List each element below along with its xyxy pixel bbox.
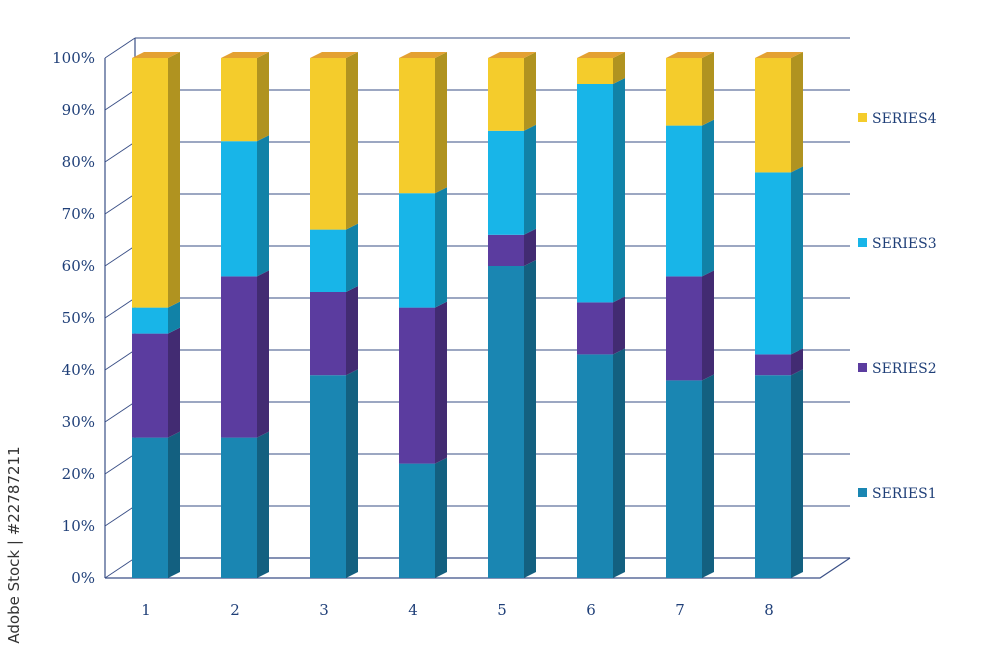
axes bbox=[104, 38, 851, 579]
gridlines bbox=[104, 37, 850, 579]
bar-segment-series3-6 bbox=[577, 78, 625, 303]
bar-segment-series4-4 bbox=[399, 52, 447, 194]
bar-segment-series2-1 bbox=[132, 327, 180, 438]
legend-label: SERIES3 bbox=[872, 236, 937, 252]
bar-segment-series3-1 bbox=[132, 301, 180, 334]
bar-segment-series4-8 bbox=[755, 52, 803, 173]
bar-segment-series4-7 bbox=[666, 52, 714, 126]
bar-segment-series2-4 bbox=[399, 301, 447, 464]
bar-segment-series3-7 bbox=[666, 119, 714, 277]
bar-segment-series1-2 bbox=[221, 431, 269, 578]
legend-swatch bbox=[858, 363, 867, 372]
bar-segment-series2-2 bbox=[221, 270, 269, 438]
x-tick-label: 5 bbox=[497, 601, 507, 619]
y-tick-label: 0% bbox=[71, 569, 95, 587]
x-tick-label: 1 bbox=[141, 601, 151, 619]
gridline-stub bbox=[104, 297, 136, 319]
x-axis-floor bbox=[105, 557, 851, 579]
y-tick-label: 30% bbox=[62, 413, 95, 431]
watermark: Adobe Stock | #22787211 bbox=[2, 430, 26, 660]
bar-segment-series1-8 bbox=[755, 369, 803, 578]
bar-segment-series1-4 bbox=[399, 457, 447, 578]
gridline-stub bbox=[104, 89, 136, 111]
y-tick-label: 20% bbox=[62, 465, 95, 483]
bar-segment-series3-3 bbox=[310, 223, 358, 292]
x-tick-label: 4 bbox=[408, 601, 418, 619]
bar-segment-series1-7 bbox=[666, 374, 714, 578]
legend-swatch bbox=[858, 238, 867, 247]
bar-segment-series4-5 bbox=[488, 52, 536, 131]
bar-segment-series2-5 bbox=[488, 228, 536, 266]
legend-label: SERIES1 bbox=[872, 486, 937, 502]
bar-segment-series1-1 bbox=[132, 431, 180, 578]
bar-segment-series2-6 bbox=[577, 296, 625, 355]
legend-label: SERIES4 bbox=[872, 111, 937, 127]
bar-segment-series4-2 bbox=[221, 52, 269, 142]
legend-item-series1: SERIES1 bbox=[858, 486, 937, 502]
bar-segment-series4-3 bbox=[310, 52, 358, 230]
gridline-stub bbox=[104, 37, 136, 59]
y-tick-label: 80% bbox=[62, 153, 95, 171]
bar-segment-series3-2 bbox=[221, 135, 269, 277]
bar-segment-series1-5 bbox=[488, 260, 536, 578]
y-tick-label: 100% bbox=[52, 49, 95, 67]
bar-segment-series4-6 bbox=[577, 52, 625, 84]
legend: SERIES4 SERIES3 SERIES2 SERIES1 bbox=[858, 111, 937, 502]
bar-segment-series3-8 bbox=[755, 166, 803, 355]
legend-label: SERIES2 bbox=[872, 361, 937, 377]
bar-segment-series3-5 bbox=[488, 124, 536, 235]
gridline-stub bbox=[104, 401, 136, 423]
y-tick-label: 50% bbox=[62, 309, 95, 327]
gridline-stub bbox=[104, 245, 136, 267]
legend-swatch bbox=[858, 113, 867, 122]
bars bbox=[132, 52, 803, 578]
bar-segment-series3-4 bbox=[399, 187, 447, 308]
gridline-stub bbox=[104, 193, 136, 215]
gridline-stub bbox=[104, 141, 136, 163]
y-tick-label: 60% bbox=[62, 257, 95, 275]
y-tick-label: 90% bbox=[62, 101, 95, 119]
x-axis-tick-labels: 1 2 3 4 5 6 7 8 bbox=[141, 601, 774, 619]
y-tick-label: 40% bbox=[62, 361, 95, 379]
gridline-stub bbox=[104, 349, 136, 371]
bar-segment-series4-1 bbox=[132, 52, 180, 308]
legend-item-series3: SERIES3 bbox=[858, 236, 937, 252]
x-tick-label: 7 bbox=[675, 601, 685, 619]
bar-segment-series2-8 bbox=[755, 348, 803, 376]
gridline-stub bbox=[104, 505, 136, 527]
watermark-text: Adobe Stock | #22787211 bbox=[5, 446, 23, 644]
legend-swatch bbox=[858, 488, 867, 497]
legend-item-series2: SERIES2 bbox=[858, 361, 937, 377]
y-tick-label: 10% bbox=[62, 517, 95, 535]
x-tick-label: 6 bbox=[586, 601, 596, 619]
x-tick-label: 3 bbox=[319, 601, 329, 619]
y-tick-label: 70% bbox=[62, 205, 95, 223]
legend-item-series4: SERIES4 bbox=[858, 111, 937, 127]
x-tick-label: 8 bbox=[764, 601, 774, 619]
bar-segment-series1-3 bbox=[310, 369, 358, 578]
x-tick-label: 2 bbox=[230, 601, 240, 619]
gridline-stub bbox=[104, 557, 136, 579]
bar-segment-series2-3 bbox=[310, 286, 358, 376]
y-axis-tick-labels: 0% 10% 20% 30% 40% 50% 60% 70% 80% 90% 100% bbox=[52, 49, 95, 587]
bar-segment-series1-6 bbox=[577, 348, 625, 578]
bar-segment-series2-7 bbox=[666, 270, 714, 381]
gridline-stub bbox=[104, 453, 136, 475]
